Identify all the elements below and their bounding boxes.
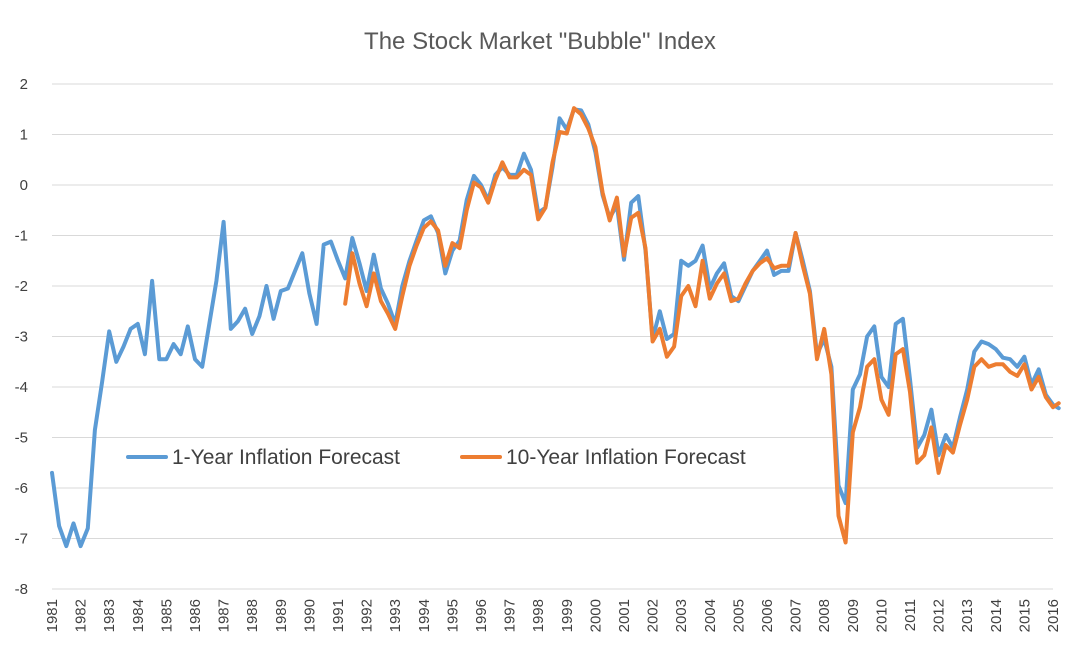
x-tick-label: 1999: [559, 599, 576, 632]
x-tick-label: 1982: [73, 599, 90, 632]
x-tick-label: 1985: [158, 599, 175, 632]
x-tick-label: 1986: [187, 599, 204, 632]
x-tick-label: 1987: [216, 599, 233, 632]
y-tick-label: -3: [15, 329, 28, 346]
x-tick-label: 2005: [730, 599, 747, 632]
x-tick-label: 1996: [473, 599, 490, 632]
x-tick-label: 2009: [845, 599, 862, 632]
x-tick-label: 1981: [44, 599, 61, 632]
y-tick-label: 1: [20, 127, 28, 144]
x-tick-label: 2010: [873, 599, 890, 632]
x-tick-label: 2003: [673, 599, 690, 632]
y-tick-label: -1: [15, 228, 28, 245]
x-tick-label: 2013: [959, 599, 976, 632]
legend-label: 1-Year Inflation Forecast: [172, 446, 400, 469]
x-tick-label: 2004: [702, 599, 719, 632]
series-lines: [50, 106, 1061, 549]
x-tick-label: 1988: [244, 599, 261, 632]
series-line-one-year: [50, 107, 1061, 549]
x-tick-label: 2007: [788, 599, 805, 632]
x-tick-label: 2001: [616, 599, 633, 632]
x-tick-label: 1992: [359, 599, 376, 632]
x-tick-label: 1994: [416, 599, 433, 632]
x-tick-label: 2015: [1016, 599, 1033, 632]
series-line-ten-year: [343, 106, 1061, 545]
x-tick-label: 1990: [301, 599, 318, 632]
x-tick-label: 2008: [816, 599, 833, 632]
chart-title: The Stock Market "Bubble" Index: [364, 28, 716, 55]
x-tick-label: 2002: [645, 599, 662, 632]
x-axis-tick-labels: 1981 1982 1983 1984 1985 1986 1987 1988 1989 1990…: [44, 599, 1062, 632]
legend-label: 10-Year Inflation Forecast: [506, 446, 746, 469]
y-tick-label: 0: [20, 177, 28, 194]
y-tick-label: -7: [15, 531, 28, 548]
legend: 1-Year Inflation Forecast 10-Year Inflati…: [126, 446, 746, 469]
x-tick-label: 1997: [502, 599, 519, 632]
x-tick-label: 1995: [444, 599, 461, 632]
y-axis-tick-labels: 2 1 0 -1 -2 -3 -4 -5 -6 -7 -8: [15, 76, 28, 598]
x-tick-label: 2011: [902, 599, 919, 631]
x-tick-label: 1989: [273, 599, 290, 632]
x-tick-label: 2006: [759, 599, 776, 632]
y-tick-label: 2: [20, 76, 28, 93]
x-tick-label: 2014: [988, 599, 1005, 632]
x-tick-label: 2016: [1045, 599, 1062, 632]
y-tick-label: -5: [15, 430, 28, 447]
x-tick-label: 1993: [387, 599, 404, 632]
x-tick-label: 1983: [101, 599, 118, 632]
gridlines: [52, 83, 1053, 590]
x-tick-label: 2012: [931, 599, 948, 632]
x-tick-label: 1991: [330, 599, 347, 632]
y-tick-label: -6: [15, 480, 28, 497]
x-tick-label: 1998: [530, 599, 547, 632]
y-tick-label: -4: [15, 379, 28, 396]
y-tick-label: -8: [15, 581, 28, 598]
x-tick-label: 2000: [587, 599, 604, 632]
y-tick-label: -2: [15, 278, 28, 295]
x-tick-label: 1984: [130, 599, 147, 632]
